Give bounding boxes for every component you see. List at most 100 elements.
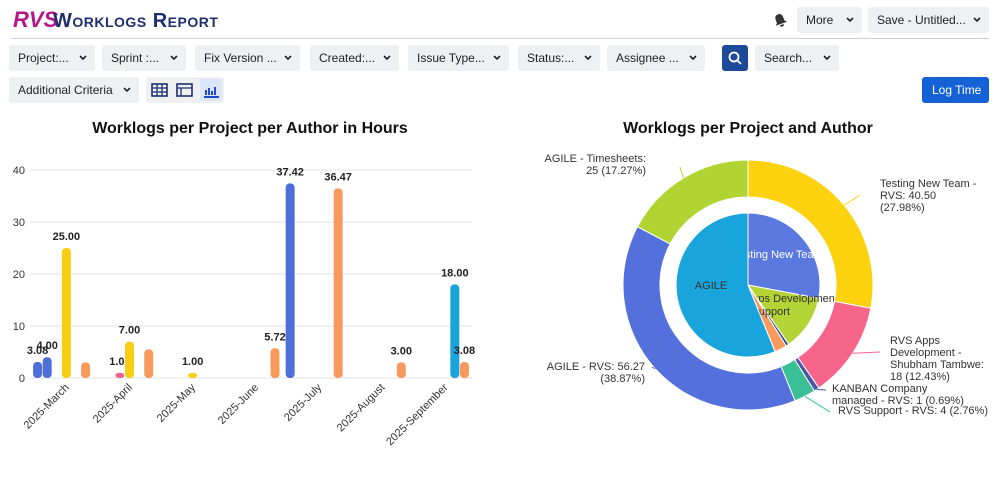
bar bbox=[115, 372, 125, 378]
filter-label: Assignee ... bbox=[616, 51, 679, 65]
data-label: 25.00 bbox=[53, 231, 81, 243]
data-label: 3.08 bbox=[27, 345, 48, 357]
outer-label: RVS Support - RVS: 4 (2.76%) bbox=[838, 405, 988, 417]
chevron bbox=[973, 17, 981, 23]
outer-label-line: managed - RVS: 1 (0.69%) bbox=[832, 395, 964, 407]
log-time-label: Log Time bbox=[932, 83, 982, 97]
leader-line bbox=[816, 388, 827, 391]
filter-button[interactable]: Assignee ... bbox=[607, 45, 705, 71]
chevron bbox=[493, 55, 501, 61]
bell-icon[interactable] bbox=[772, 12, 788, 28]
inner-slice bbox=[747, 212, 821, 299]
data-label: 3.08 bbox=[454, 345, 475, 357]
data-label: 18.00 bbox=[441, 267, 469, 279]
bar bbox=[459, 361, 469, 378]
chart-view-icon[interactable] bbox=[200, 79, 222, 101]
chevron bbox=[383, 55, 391, 61]
filter-label: Issue Type... bbox=[417, 51, 485, 65]
x-tick-label: 2025-September bbox=[384, 381, 451, 448]
outer-label-line: AGILE - RVS: 56.27 bbox=[547, 361, 645, 373]
filter-label: Fix Version ... bbox=[204, 51, 277, 65]
bar bbox=[33, 361, 43, 378]
data-label: 1.00 bbox=[182, 356, 203, 368]
filter-label: Created:... bbox=[319, 51, 376, 65]
bar bbox=[125, 341, 135, 378]
outer-label-line: Development - bbox=[890, 347, 962, 359]
chevron bbox=[689, 55, 697, 61]
outer-label-line: (27.98%) bbox=[880, 202, 925, 214]
data-label: 5.72 bbox=[264, 331, 285, 343]
chevron bbox=[823, 55, 831, 61]
page-title: Worklogs Report bbox=[53, 10, 219, 32]
bar bbox=[188, 372, 198, 378]
search-label: Search... bbox=[764, 51, 813, 65]
bar bbox=[396, 362, 406, 378]
bar bbox=[61, 248, 71, 378]
bar bbox=[81, 362, 91, 378]
inner-label: Testing New Team bbox=[733, 249, 823, 261]
filter-button[interactable]: Status:... bbox=[518, 45, 600, 71]
outer-label-line: RVS: 40.50 bbox=[880, 190, 936, 202]
inner-slice bbox=[675, 212, 776, 358]
chevron bbox=[584, 55, 592, 61]
filter-button[interactable]: Issue Type... bbox=[408, 45, 509, 71]
log-time-button[interactable]: Log Time bbox=[922, 77, 989, 103]
outer-label-line: KANBAN Company bbox=[832, 383, 928, 395]
data-label: 36.47 bbox=[324, 171, 352, 183]
data-label: 3.00 bbox=[391, 345, 412, 357]
logo: RVS bbox=[13, 7, 59, 32]
x-tick-label: 2025-August bbox=[335, 382, 388, 435]
bar bbox=[270, 348, 280, 378]
leader-line bbox=[843, 194, 861, 206]
x-tick-label: 2025-March bbox=[22, 382, 72, 432]
table-view-icon[interactable] bbox=[151, 83, 168, 97]
outer-label: AGILE - Timesheets: 25 (17.27%) bbox=[545, 153, 646, 177]
x-tick-label: 2025-July bbox=[282, 381, 325, 424]
bar bbox=[144, 349, 154, 378]
x-tick-label: 2025-April bbox=[91, 382, 135, 426]
filter-button[interactable]: Created:... bbox=[310, 45, 399, 71]
divider bbox=[12, 38, 989, 39]
save-button[interactable]: Save - Untitled... bbox=[868, 7, 989, 33]
outer-label: AGILE - RVS: 56.27 (38.87%) bbox=[547, 361, 645, 385]
data-label: 37.42 bbox=[276, 166, 304, 178]
filter-label: Project:... bbox=[18, 51, 69, 65]
search-icon bbox=[728, 51, 742, 65]
filter-button[interactable]: Fix Version ... bbox=[195, 45, 300, 71]
leader-line bbox=[804, 395, 831, 413]
chevron bbox=[846, 17, 854, 23]
filter-label: Status:... bbox=[527, 51, 575, 65]
filter-button[interactable]: Sprint :... bbox=[102, 45, 186, 71]
bar bbox=[333, 188, 343, 378]
outer-label-line: 18 (12.43%) bbox=[890, 371, 950, 383]
x-tick-label: 2025-May bbox=[155, 381, 198, 424]
outer-label-line: Testing New Team - bbox=[880, 178, 977, 190]
chevron bbox=[123, 87, 131, 93]
y-tick-label: 40 bbox=[13, 165, 25, 177]
chevron bbox=[284, 55, 292, 61]
filter-button[interactable]: Project:... bbox=[9, 45, 95, 71]
outer-label-line: Shubham Tambwe: bbox=[890, 359, 984, 371]
additional-criteria-label: Additional Criteria bbox=[18, 83, 113, 97]
more-label: More bbox=[806, 13, 834, 27]
outer-slice bbox=[636, 159, 749, 245]
more-button[interactable]: More bbox=[797, 7, 862, 33]
chart-title: Worklogs per Project and Author bbox=[623, 120, 873, 137]
additional-criteria-button[interactable]: Additional Criteria bbox=[9, 77, 139, 103]
view-switcher bbox=[146, 77, 224, 103]
leader-line bbox=[852, 351, 881, 354]
search-button[interactable]: Search... bbox=[755, 45, 839, 71]
filter-label: Sprint :... bbox=[111, 51, 160, 65]
data-label: 7.00 bbox=[119, 325, 140, 337]
outer-label-line: RVS Support - RVS: 4 (2.76%) bbox=[838, 405, 988, 417]
search-icon-button[interactable] bbox=[722, 45, 748, 71]
chart-title: Worklogs per Project per Author in Hours bbox=[92, 120, 408, 137]
y-tick-label: 30 bbox=[13, 217, 25, 229]
outer-label: RVS Apps Development -Shubham Tambwe: 18 (… bbox=[890, 335, 984, 383]
outer-label: Testing New Team -RVS: 40.50 (27.98%) bbox=[880, 178, 977, 214]
chevron bbox=[170, 55, 178, 61]
outer-label-line: AGILE - Timesheets: bbox=[545, 153, 646, 165]
pivot-view-icon[interactable] bbox=[176, 83, 193, 97]
chevron bbox=[79, 55, 87, 61]
